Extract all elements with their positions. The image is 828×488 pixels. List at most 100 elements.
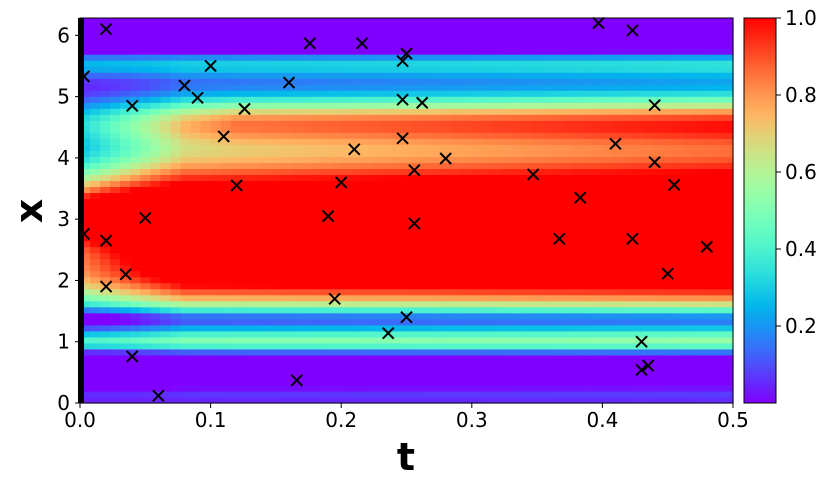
heatmap-cell [501, 156, 513, 163]
heatmap-cell [672, 150, 684, 157]
heatmap-cell [180, 126, 192, 133]
heatmap-cell [501, 252, 513, 260]
heatmap-cell [421, 186, 433, 194]
heatmap-cell [361, 276, 372, 284]
heatmap-cell [200, 306, 212, 314]
heatmap-cell [501, 84, 513, 91]
heatmap-cell [712, 306, 724, 314]
heatmap-cell [522, 174, 533, 182]
heatmap-cell [582, 90, 593, 97]
heatmap-cell [401, 240, 413, 248]
heatmap-cell [421, 48, 433, 55]
heatmap-cell [250, 258, 262, 266]
heatmap-cell [642, 108, 654, 115]
heatmap-cell [522, 108, 533, 115]
heatmap-cell [481, 240, 493, 248]
heatmap-cell [351, 48, 362, 55]
heatmap-cell [722, 282, 734, 290]
heatmap-cell [471, 240, 483, 248]
heatmap-cell [90, 264, 101, 272]
heatmap-cell [210, 384, 222, 392]
heatmap-cell [130, 342, 141, 350]
heatmap-cell [652, 348, 664, 356]
heatmap-cell [170, 210, 182, 218]
heatmap-cell [341, 306, 352, 314]
heatmap-cell [240, 396, 252, 404]
heatmap-cell [552, 30, 563, 37]
heatmap-cell [371, 354, 382, 362]
heatmap-cell [90, 60, 101, 67]
heatmap-cell [280, 264, 292, 272]
heatmap-cell [200, 168, 212, 176]
heatmap-cell [220, 168, 232, 176]
heatmap-cell [190, 132, 202, 139]
heatmap-cell [270, 168, 282, 176]
heatmap-cell [421, 210, 433, 218]
heatmap-cell [240, 114, 252, 121]
heatmap-cell [331, 186, 342, 194]
heatmap-cell [80, 132, 91, 139]
heatmap-cell [431, 144, 443, 151]
heatmap-cell [361, 42, 372, 49]
heatmap-cell [210, 294, 222, 302]
heatmap-cell [511, 354, 523, 362]
heatmap-cell [592, 156, 603, 163]
heatmap-cell [672, 156, 684, 163]
heatmap-cell [592, 90, 603, 97]
heatmap-cell [160, 312, 172, 320]
heatmap-cell [80, 348, 91, 356]
heatmap-cell [190, 252, 202, 260]
heatmap-cell [341, 234, 352, 242]
heatmap-cell [672, 336, 684, 344]
heatmap-cell [250, 54, 262, 61]
heatmap-cell [260, 258, 272, 266]
heatmap-cell [381, 390, 393, 398]
heatmap-cell [120, 138, 131, 145]
heatmap-cell [481, 114, 493, 121]
heatmap-cell [522, 150, 533, 157]
heatmap-cell [602, 264, 614, 272]
heatmap-cell [702, 60, 714, 67]
heatmap-cell [401, 126, 413, 133]
heatmap-cell [431, 198, 443, 206]
heatmap-cell [270, 174, 282, 182]
heatmap-cell [431, 312, 443, 320]
heatmap-cell [230, 186, 242, 194]
heatmap-cell [451, 246, 463, 254]
heatmap-cell [471, 30, 483, 37]
heatmap-cell [240, 288, 252, 296]
heatmap-cell [622, 102, 634, 109]
heatmap-cell [290, 168, 302, 176]
heatmap-cell [260, 144, 272, 151]
heatmap-cell [632, 216, 644, 224]
heatmap-cell [682, 132, 694, 139]
heatmap-cell [140, 288, 151, 296]
heatmap-cell [451, 306, 463, 314]
heatmap-cell [702, 234, 714, 242]
heatmap-cell [702, 72, 714, 79]
heatmap-cell [311, 18, 322, 25]
heatmap-cell [471, 288, 483, 296]
heatmap-cell [712, 180, 724, 188]
heatmap-cell [301, 240, 312, 248]
heatmap-cell [401, 336, 413, 344]
heatmap-cell [210, 24, 222, 31]
heatmap-cell [90, 126, 101, 133]
heatmap-cell [612, 102, 624, 109]
heatmap-cell [140, 168, 151, 176]
heatmap-cell [381, 324, 393, 332]
heatmap-cell [722, 276, 734, 284]
heatmap-cell [250, 342, 262, 350]
heatmap-cell [451, 174, 463, 182]
sample-marker [648, 155, 661, 169]
heatmap-cell [582, 150, 593, 157]
heatmap-cell [682, 270, 694, 278]
heatmap-cell [712, 264, 724, 272]
heatmap-cell [592, 264, 603, 272]
heatmap-cell [451, 192, 463, 200]
heatmap-cell [110, 138, 121, 145]
heatmap-cell [702, 246, 714, 254]
heatmap-cell [371, 180, 382, 188]
heatmap-cell [100, 246, 111, 254]
heatmap-cell [702, 24, 714, 31]
